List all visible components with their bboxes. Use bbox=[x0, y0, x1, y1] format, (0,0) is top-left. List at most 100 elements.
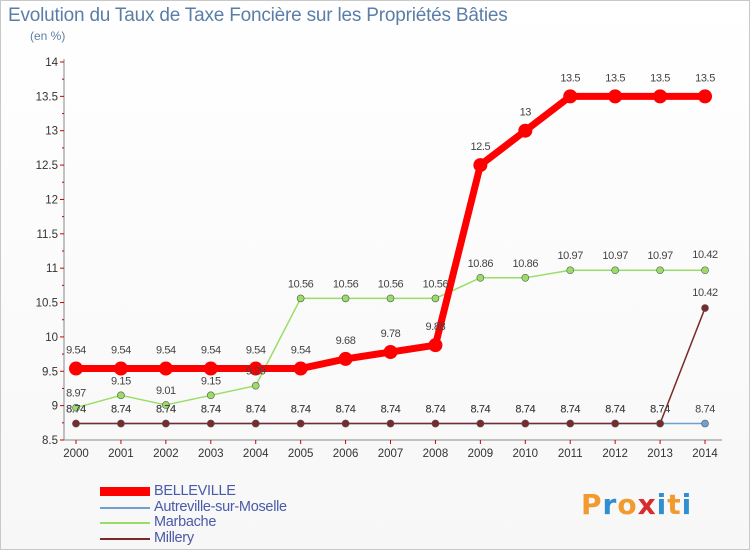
x-tick-label: 2006 bbox=[333, 448, 359, 460]
x-tick-label: 2010 bbox=[513, 448, 539, 460]
data-label: 8.74 bbox=[246, 404, 266, 416]
data-label: 13.5 bbox=[695, 72, 715, 84]
proxiti-logo: Proxiti bbox=[581, 488, 692, 521]
data-label: 8.74 bbox=[111, 404, 131, 416]
data-label: 8.74 bbox=[246, 404, 266, 416]
data-label: 8.74 bbox=[291, 404, 311, 416]
data-label: 8.74 bbox=[515, 404, 535, 416]
x-tick-label: 2000 bbox=[63, 448, 89, 460]
legend-swatch bbox=[100, 522, 150, 524]
y-tick-label: 8.5 bbox=[42, 435, 58, 447]
data-point-belleville bbox=[203, 361, 218, 376]
data-label: 8.74 bbox=[201, 404, 221, 416]
logo-letter: o bbox=[617, 488, 638, 521]
legend-label: Millery bbox=[154, 529, 194, 546]
data-point-marbache bbox=[72, 403, 80, 412]
y-tick-label: 13 bbox=[45, 126, 58, 138]
data-point-millery bbox=[72, 419, 80, 428]
data-label: 8.74 bbox=[381, 404, 401, 416]
x-tick-label: 2003 bbox=[198, 448, 224, 460]
data-point-belleville bbox=[158, 361, 173, 376]
legend-swatch bbox=[100, 537, 150, 540]
x-tick-label: 2011 bbox=[558, 448, 583, 460]
data-label: 13.5 bbox=[650, 72, 670, 84]
data-label: 8.74 bbox=[381, 404, 401, 416]
data-point-millery bbox=[251, 419, 260, 428]
data-label: 10.56 bbox=[288, 278, 314, 290]
data-point-belleville bbox=[473, 158, 488, 173]
data-label: 10.56 bbox=[333, 278, 359, 290]
x-tick-label: 2001 bbox=[108, 448, 134, 460]
y-tick-label: 10 bbox=[45, 332, 58, 344]
data-point-millery bbox=[162, 419, 170, 428]
data-point-marbache bbox=[656, 266, 664, 275]
data-point-marbache bbox=[701, 266, 709, 275]
y-tick-label: 14 bbox=[45, 57, 58, 69]
data-point-marbache bbox=[162, 401, 170, 409]
data-label: 13.5 bbox=[605, 72, 625, 84]
data-label: 10.97 bbox=[647, 250, 673, 262]
data-point-belleville bbox=[248, 361, 263, 376]
data-label: 8.74 bbox=[336, 404, 356, 416]
data-point-millery bbox=[296, 419, 305, 428]
logo-letter: x bbox=[637, 488, 657, 521]
legend-label: Marbache bbox=[154, 514, 217, 530]
logo-letter: t bbox=[667, 488, 682, 521]
x-tick-label: 2013 bbox=[647, 448, 673, 460]
data-point-millery bbox=[566, 419, 575, 428]
data-label: 8.74 bbox=[605, 404, 625, 416]
legend-label: Autreville-sur-Moselle bbox=[154, 498, 287, 515]
data-label: 9.68 bbox=[336, 335, 356, 347]
logo-letter: i bbox=[681, 488, 693, 521]
data-label: 10.97 bbox=[602, 250, 628, 262]
data-label: 8.74 bbox=[66, 404, 86, 416]
data-point-millery bbox=[341, 419, 350, 428]
y-tick-label: 11.5 bbox=[36, 229, 58, 241]
data-label: 8.74 bbox=[66, 404, 86, 416]
data-label: 9.01 bbox=[156, 385, 176, 397]
data-label: 8.74 bbox=[515, 404, 535, 416]
data-point-marbache bbox=[476, 274, 485, 282]
data-point-belleville bbox=[69, 361, 83, 376]
data-point-marbache bbox=[521, 274, 530, 282]
logo-letter: i bbox=[656, 488, 668, 521]
x-tick-label: 2007 bbox=[378, 448, 404, 460]
x-tick-label: 2012 bbox=[602, 448, 628, 460]
data-point-belleville bbox=[653, 89, 668, 104]
data-label: 10.97 bbox=[557, 250, 583, 262]
data-label: 8.74 bbox=[560, 404, 580, 416]
data-point-marbache bbox=[341, 294, 350, 303]
data-point-millery bbox=[117, 419, 125, 428]
data-label: 9.54 bbox=[66, 345, 86, 357]
data-label: 8.74 bbox=[426, 404, 446, 416]
x-tick-label: 2002 bbox=[153, 448, 179, 460]
logo-letter: r bbox=[602, 488, 618, 521]
x-tick-label: 2008 bbox=[423, 448, 449, 460]
data-point-belleville bbox=[338, 351, 353, 366]
data-label: 8.97 bbox=[66, 388, 86, 400]
y-tick-label: 9 bbox=[52, 401, 58, 413]
data-label: 8.74 bbox=[201, 404, 221, 416]
data-label: 8.74 bbox=[336, 404, 356, 416]
data-point-millery bbox=[656, 419, 664, 428]
data-label: 8.74 bbox=[426, 404, 446, 416]
x-tick-label: 2004 bbox=[243, 448, 269, 460]
data-label: 9.15 bbox=[111, 375, 131, 387]
data-label: 9.88 bbox=[426, 321, 446, 333]
data-label: 9.78 bbox=[381, 328, 401, 340]
data-point-millery bbox=[521, 419, 530, 428]
data-point-belleville bbox=[563, 89, 578, 104]
data-point-belleville bbox=[428, 338, 443, 353]
data-point-belleville bbox=[383, 345, 398, 360]
data-point-autreville-sur-moselle bbox=[701, 419, 709, 428]
data-point-marbache bbox=[611, 266, 619, 275]
data-label: 13 bbox=[520, 107, 532, 119]
data-point-millery bbox=[476, 419, 485, 428]
data-label: 13.5 bbox=[560, 72, 580, 84]
data-point-marbache bbox=[566, 266, 575, 275]
data-label: 9.54 bbox=[246, 345, 266, 357]
data-label: 9.54 bbox=[111, 345, 131, 357]
data-point-marbache bbox=[206, 391, 215, 400]
data-label: 8.74 bbox=[650, 404, 670, 416]
